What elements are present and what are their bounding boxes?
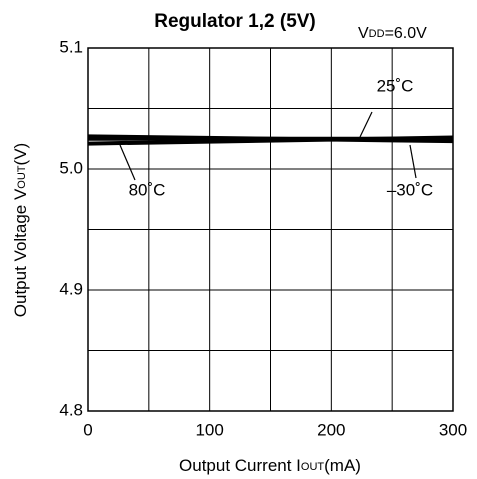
plot-frame [87,47,454,412]
leader-line [409,144,417,179]
y-tick-label: 4.9 [59,279,83,298]
x-tick-label: 100 [195,420,223,439]
x-tick-label: 300 [439,420,467,439]
y-label-part: Output Voltage V [11,188,30,317]
y-tick-label: 4.8 [59,400,83,419]
y-label-sub: OUT [16,165,28,189]
x-tick-label: 200 [317,420,345,439]
series-label: –30˚C [387,180,433,199]
subtitle: VDD=6.0V [358,25,427,42]
y-label-part: (V) [11,143,30,166]
subtitle-part: V [358,25,369,42]
x-axis-label: Output Current IOUT(mA) [179,456,361,475]
leader-lines [119,111,417,181]
x-label-part: (mA) [324,456,361,475]
y-axis-label: Output Voltage VOUT(V) [11,143,30,317]
leader-line [119,144,136,181]
subtitle-part: =6.0V [385,25,428,42]
x-tick-label: 0 [83,420,92,439]
x-label-part: Output Current I [179,456,301,475]
x-label-sub: OUT [301,461,325,473]
y-tick-label: 5.0 [59,158,83,177]
leader-line [359,111,373,138]
series-label: 80˚C [129,180,166,199]
chart-title: Regulator 1,2 (5V) [154,11,316,32]
subtitle-sub: DD [369,28,385,40]
series-label: 25˚C [377,76,414,95]
series-line [87,134,454,144]
y-tick-label: 5.1 [59,37,83,56]
